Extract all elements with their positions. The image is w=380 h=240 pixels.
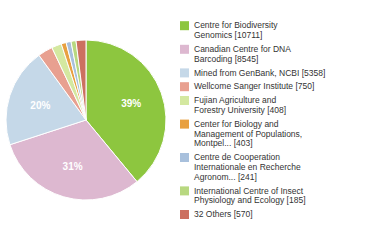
legend-item: 32 Others [570]: [180, 209, 253, 219]
data-label: 31%: [63, 161, 83, 172]
legend-item: Centre for BiodiversityGenomics [10711]: [180, 20, 278, 40]
chart: 39% 31% 20% Centre for BiodiversityGenomics…: [0, 0, 380, 240]
legend-item: Fujian Agriculture andForestry Universit…: [180, 95, 286, 115]
legend-label-line: Internationale en Recherche: [194, 162, 301, 172]
data-label: 39%: [121, 98, 141, 109]
legend-swatch: [180, 120, 189, 129]
legend-swatch: [180, 82, 189, 91]
legend-swatch: [180, 210, 189, 219]
pie-slice: [71, 41, 86, 120]
legend-label-line: Genomics [10711]: [194, 30, 262, 40]
legend-label: Mined from GenBank, NCBI [5358]: [194, 68, 325, 78]
legend-swatch: [180, 45, 189, 54]
legend-label: International Centre of InsectPhysiology…: [194, 186, 306, 206]
legend-item: Mined from GenBank, NCBI [5358]: [180, 68, 325, 78]
pie: [6, 40, 166, 200]
data-label: 20%: [30, 100, 50, 111]
legend-label-line: Montpel... [403]: [194, 138, 253, 148]
pie-slice: [76, 40, 86, 120]
legend-label-line: Agronom... [241]: [194, 172, 257, 182]
legend-label: Canadian Centre for DNABarcoding [8545]: [194, 44, 291, 64]
legend-swatch: [180, 153, 189, 162]
legend-swatch: [180, 21, 189, 30]
legend-label-line: Fujian Agriculture and: [194, 95, 276, 105]
legend-swatch: [180, 96, 189, 105]
legend-item: Centre de CooperationInternationale en R…: [180, 152, 301, 182]
legend-label-line: Management of Populations,: [194, 129, 302, 139]
legend-label-line: Canadian Centre for DNA: [194, 44, 291, 54]
legend-label: Centre for BiodiversityGenomics [10711]: [194, 20, 278, 40]
legend-label-line: International Centre of Insect: [194, 186, 304, 196]
legend-label-line: Wellcome Sanger Institute [750]: [194, 81, 314, 91]
legend-item: International Centre of InsectPhysiology…: [180, 186, 306, 206]
legend-label: Centre de CooperationInternationale en R…: [194, 152, 301, 182]
legend-label-line: Forestry University [408]: [194, 105, 286, 115]
legend-label: Wellcome Sanger Institute [750]: [194, 81, 314, 91]
legend-label: 32 Others [570]: [194, 209, 253, 219]
data-labels: 39% 31% 20%: [30, 98, 141, 171]
legend-label-line: Centre for Biodiversity: [194, 20, 278, 30]
legend: Centre for BiodiversityGenomics [10711]C…: [180, 20, 325, 219]
legend-label-line: Barcoding [8545]: [194, 54, 258, 64]
legend-item: Canadian Centre for DNABarcoding [8545]: [180, 44, 291, 64]
legend-label-line: 32 Others [570]: [194, 209, 253, 219]
legend-swatch: [180, 186, 189, 195]
legend-label-line: Mined from GenBank, NCBI [5358]: [194, 68, 325, 78]
legend-label-line: Center for Biology and: [194, 119, 279, 129]
legend-item: Wellcome Sanger Institute [750]: [180, 81, 314, 91]
legend-label-line: Centre de Cooperation: [194, 152, 280, 162]
legend-item: Center for Biology andManagement of Popu…: [180, 119, 302, 149]
legend-label-line: Physiology and Ecology [185]: [194, 195, 306, 205]
legend-label: Fujian Agriculture andForestry Universit…: [194, 95, 286, 115]
legend-swatch: [180, 68, 189, 77]
legend-label: Center for Biology andManagement of Popu…: [194, 119, 302, 149]
